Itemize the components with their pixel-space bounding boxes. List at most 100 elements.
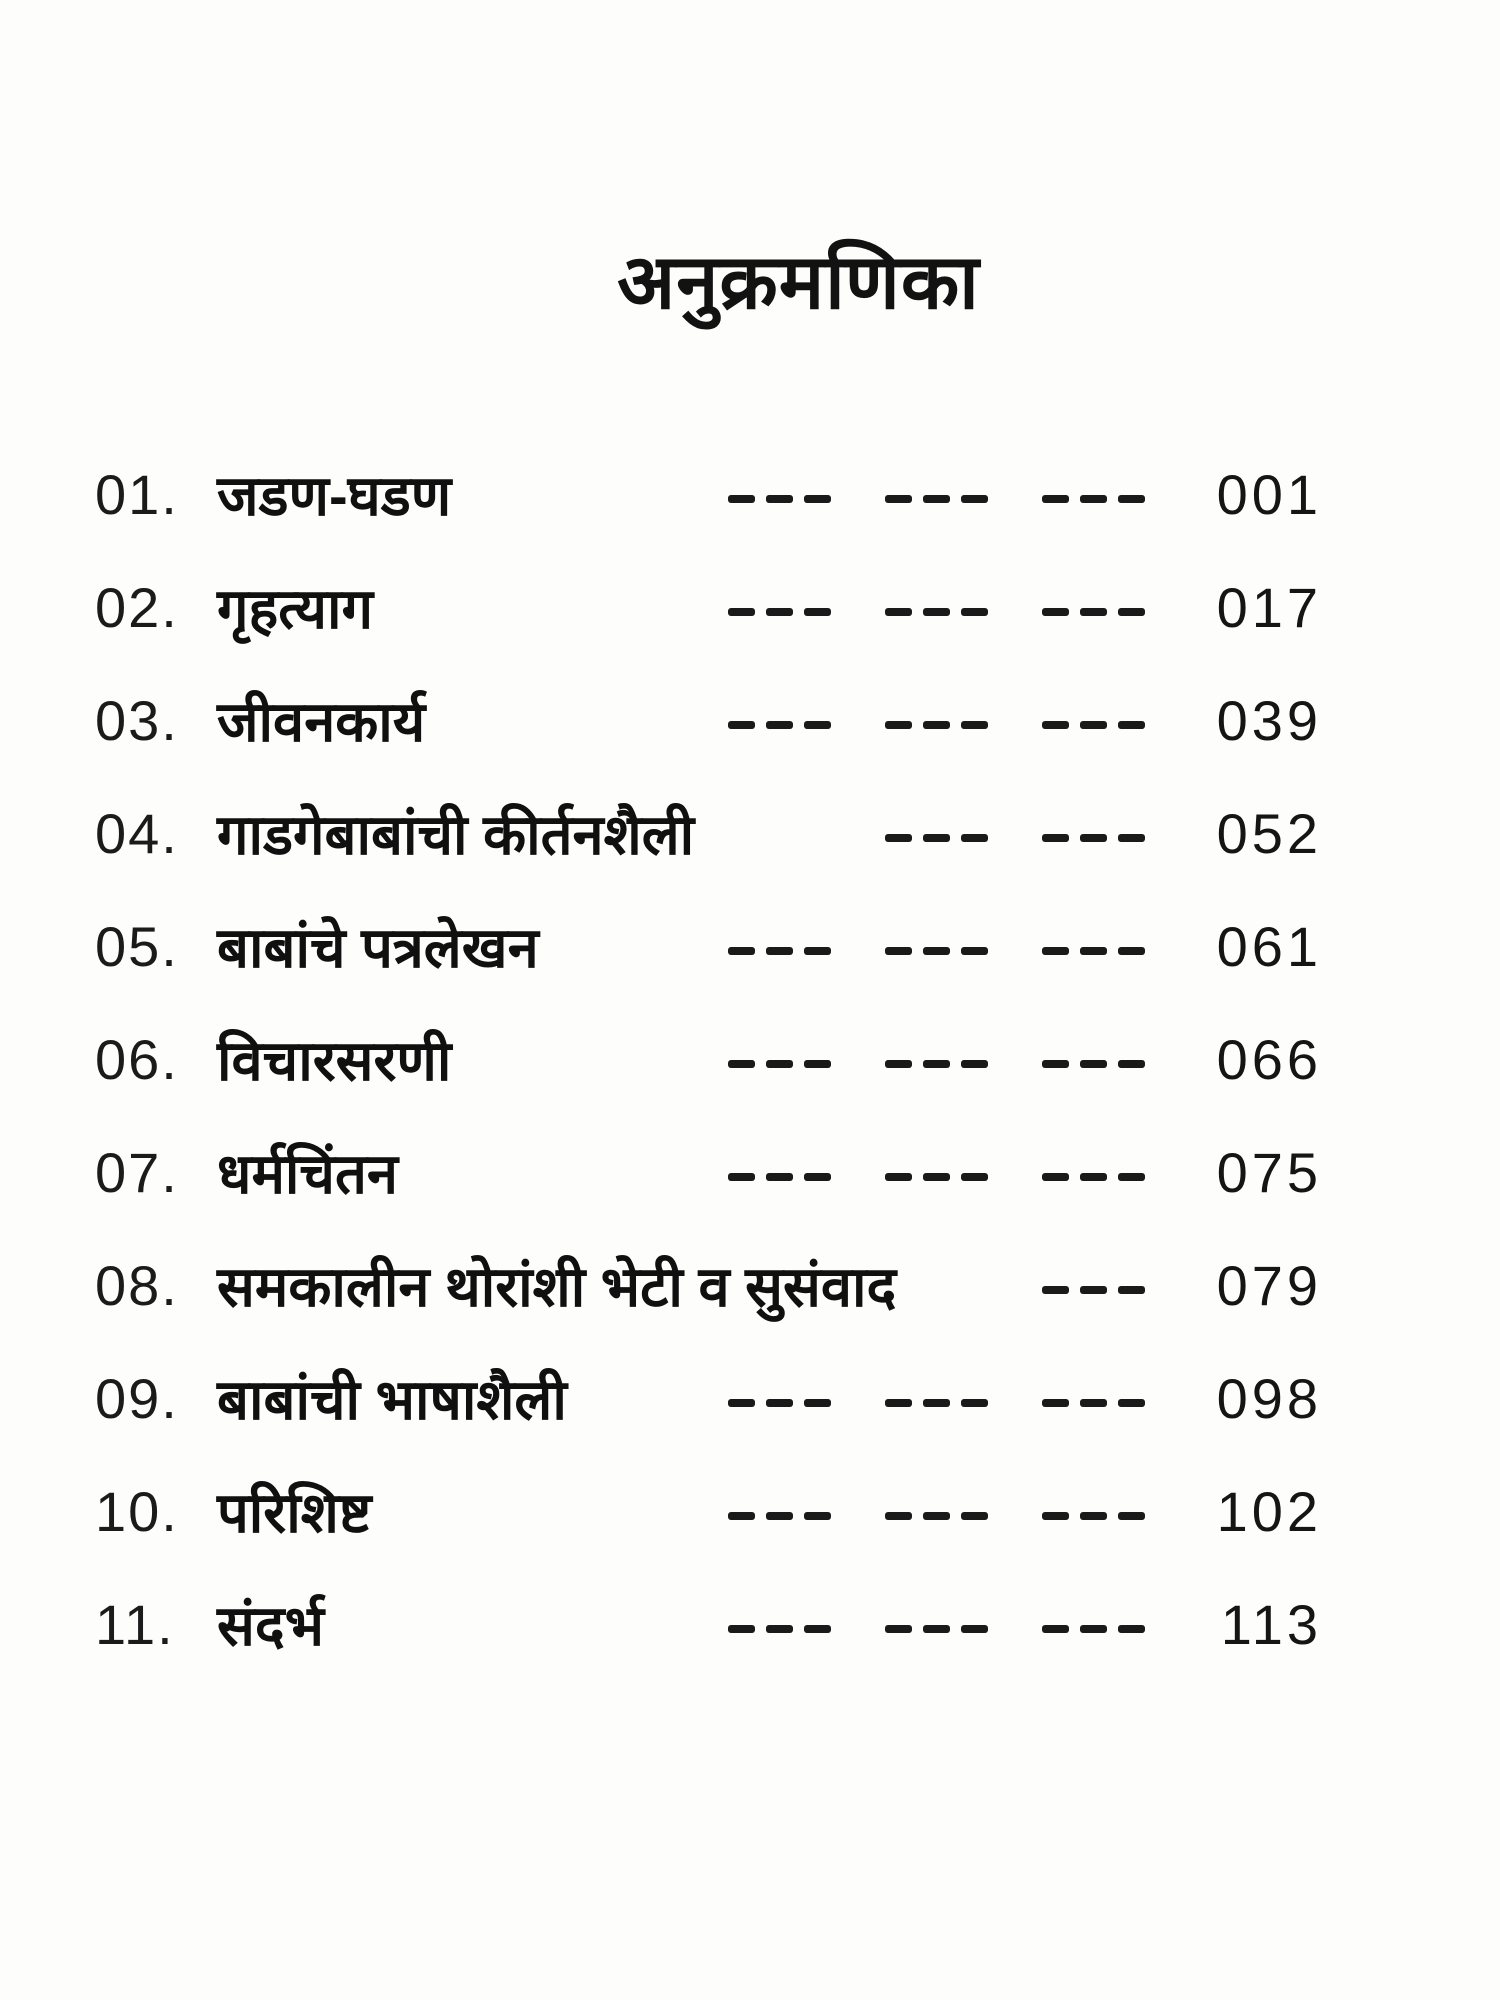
leader-dash [766, 495, 793, 503]
dash-leader-group [701, 721, 858, 729]
toc-row: 09. बाबांची भाषाशैली 098 [95, 1363, 1322, 1433]
leader-dash [1080, 1399, 1107, 1407]
leader-dash [923, 1512, 950, 1520]
leader-dash [728, 721, 755, 729]
dash-leaders [700, 1389, 1172, 1407]
leader-dash [961, 1399, 988, 1407]
leader-dash [1118, 1173, 1145, 1181]
leader-dash [885, 495, 912, 503]
entry-title: जडण-घडण [217, 464, 452, 527]
entry-page-number: 075 [1216, 1140, 1322, 1204]
leader-dash [728, 1060, 755, 1068]
entry-title: बाबांचे पत्रलेखन [217, 916, 539, 979]
leader-dash [961, 1060, 988, 1068]
leader-dash [766, 947, 793, 955]
dash-leader-group [858, 1399, 1015, 1407]
dash-leader-group [858, 495, 1015, 503]
leader-dash [766, 1173, 793, 1181]
leader-dash [961, 1173, 988, 1181]
leader-dash [766, 1060, 793, 1068]
leader-dash [1080, 1173, 1107, 1181]
dash-leaders [700, 598, 1172, 616]
dash-leader-group [858, 947, 1015, 955]
dash-leader-group [1015, 1286, 1172, 1294]
dash-leader-group [858, 608, 1015, 616]
entry-page-number: 113 [1220, 1592, 1322, 1656]
page-title: अनुक्रमणिका [617, 240, 980, 325]
leader-dash [1080, 834, 1107, 842]
dash-leader-group [858, 1173, 1015, 1181]
dash-leader-group [701, 1399, 858, 1407]
dash-leaders [704, 824, 1172, 842]
leader-dash [804, 1625, 831, 1633]
leader-dash [804, 721, 831, 729]
leader-dash [766, 1625, 793, 1633]
dash-leader-group [1015, 1512, 1172, 1520]
toc-row: 04. गाडगेबाबांची कीर्तनशैली 052 [95, 798, 1322, 868]
leader-dash [1042, 947, 1069, 955]
dash-leader-group [701, 495, 858, 503]
dash-leaders [700, 937, 1172, 955]
leader-dash [1080, 721, 1107, 729]
leader-dash [885, 834, 912, 842]
dash-leaders [906, 1276, 1172, 1294]
leader-dash [1118, 1060, 1145, 1068]
leader-dash [728, 495, 755, 503]
leader-dash [1080, 1512, 1107, 1520]
dash-leader-group [1015, 1173, 1172, 1181]
dash-leader-group [1015, 495, 1172, 503]
dash-leader-group [858, 834, 1015, 842]
entry-page-number: 079 [1216, 1253, 1322, 1317]
entry-page-number: 098 [1216, 1366, 1322, 1430]
leader-dash [1042, 1625, 1069, 1633]
leader-dash [923, 1060, 950, 1068]
entry-page-number: 039 [1216, 688, 1322, 752]
dash-leader-group [701, 1060, 858, 1068]
entry-title: जीवनकार्य [217, 690, 426, 753]
entry-title: संदर्भ [217, 1594, 324, 1657]
entry-page-number: 052 [1216, 801, 1322, 865]
dash-leader-group [701, 1173, 858, 1181]
leader-dash [766, 608, 793, 616]
leader-dash [766, 1399, 793, 1407]
leader-dash [1080, 1286, 1107, 1294]
leader-dash [885, 1060, 912, 1068]
dash-leader-group [1015, 947, 1172, 955]
leader-dash [766, 1512, 793, 1520]
toc-row: 10. परिशिष्ट 102 [95, 1476, 1322, 1546]
leader-dash [961, 947, 988, 955]
leader-dash [923, 495, 950, 503]
entry-title: गृहत्याग [217, 577, 374, 640]
dash-leader-group [1015, 608, 1172, 616]
entry-title: समकालीन थोरांशी भेटी व सुसंवाद [217, 1255, 897, 1318]
leader-dash [923, 1399, 950, 1407]
entry-number: 07. [95, 1140, 179, 1204]
entry-number: 04. [95, 801, 179, 865]
leader-dash [961, 721, 988, 729]
dash-leader-group [701, 1512, 858, 1520]
leader-dash [1118, 608, 1145, 616]
leader-dash [923, 1173, 950, 1181]
entry-title: गाडगेबाबांची कीर्तनशैली [217, 803, 695, 866]
leader-dash [728, 1512, 755, 1520]
dash-leaders [700, 1502, 1172, 1520]
leader-dash [885, 947, 912, 955]
entry-title: बाबांची भाषाशैली [217, 1368, 567, 1431]
entry-number: 10. [95, 1479, 179, 1543]
leader-dash [804, 608, 831, 616]
dash-leader-group [1015, 1060, 1172, 1068]
leader-dash [1042, 1512, 1069, 1520]
dash-leaders [700, 1615, 1172, 1633]
leader-dash [961, 834, 988, 842]
leader-dash [804, 495, 831, 503]
toc-row: 11. संदर्भ 113 [95, 1589, 1322, 1659]
dash-leaders [700, 1163, 1172, 1181]
dash-leader-group [1015, 1399, 1172, 1407]
leader-dash [1042, 1286, 1069, 1294]
leader-dash [885, 1512, 912, 1520]
entry-number: 01. [95, 462, 179, 526]
leader-dash [1118, 495, 1145, 503]
leader-dash [1042, 1060, 1069, 1068]
leader-dash [1118, 721, 1145, 729]
dash-leader-group [1015, 834, 1172, 842]
